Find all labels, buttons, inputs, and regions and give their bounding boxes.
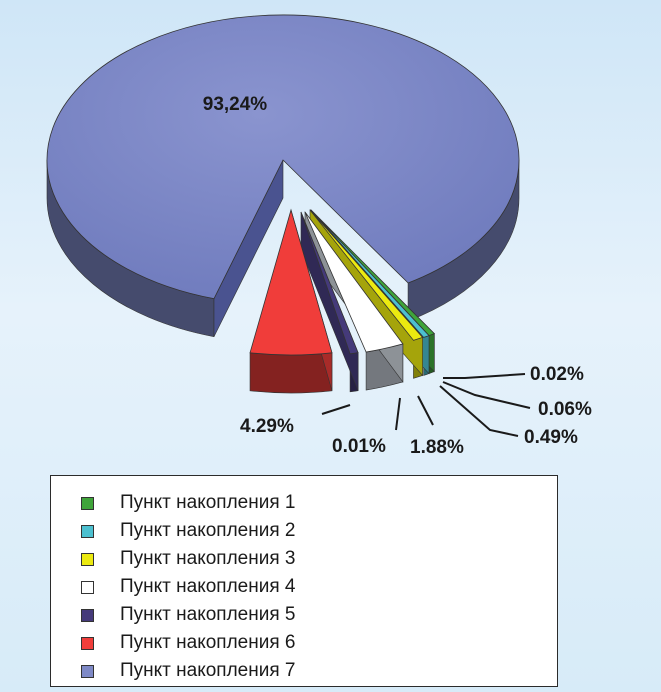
legend-swatch-4	[81, 580, 94, 594]
legend-item-1: Пункт накопления 1	[81, 489, 296, 517]
legend: Пункт накопления 1 Пункт накопления 2 Пу…	[50, 475, 558, 687]
slice-6	[249, 208, 333, 356]
legend-item-5: Пункт накопления 5	[81, 601, 296, 629]
legend-swatch-7	[81, 664, 94, 678]
leader-line-2	[442, 381, 531, 409]
leader-line-1	[443, 373, 526, 379]
legend-label-1: Пункт накопления 1	[120, 492, 296, 513]
legend-item-3: Пункт накопления 3	[81, 545, 296, 573]
slice-5	[300, 211, 359, 355]
legend-swatch-6	[81, 636, 94, 650]
slice-2	[310, 209, 430, 338]
legend-item-2: Пункт накопления 2	[81, 517, 296, 545]
legend-label-7: Пункт накопления 7	[120, 660, 296, 681]
legend-label-5: Пункт накопления 5	[120, 604, 296, 625]
legend-item-4: Пункт накопления 4	[81, 573, 296, 601]
legend-swatch-2	[81, 524, 94, 538]
legend-swatch-3	[81, 552, 94, 566]
legend-item-6: Пункт накопления 6	[81, 629, 296, 657]
slice-4	[304, 211, 404, 353]
leader-line-6	[321, 404, 351, 415]
slice-6-side	[249, 352, 333, 394]
legend-label-3: Пункт накопления 3	[120, 548, 296, 569]
leader-line-4	[417, 395, 434, 426]
data-label-7: 93,24%	[203, 94, 268, 115]
leader-line-5	[395, 397, 401, 431]
legend-swatch-5	[81, 608, 94, 622]
legend-swatch-1	[81, 496, 94, 510]
legend-item-7: Пункт накопления 7	[81, 657, 296, 685]
legend-label-6: Пункт накопления 6	[120, 632, 296, 653]
data-label-1: 0.02%	[530, 364, 584, 385]
data-label-3: 0.49%	[524, 427, 578, 448]
data-label-2: 0.06%	[538, 399, 592, 420]
data-label-6: 4.29%	[240, 416, 294, 437]
data-label-4: 1.88%	[410, 437, 464, 458]
slice-3	[309, 209, 424, 341]
legend-label-2: Пункт накопления 2	[120, 520, 296, 541]
leader-line-3	[439, 385, 519, 437]
slice-7	[46, 14, 520, 300]
legend-label-4: Пункт накопления 4	[120, 576, 296, 597]
data-label-5: 0.01%	[332, 436, 386, 457]
